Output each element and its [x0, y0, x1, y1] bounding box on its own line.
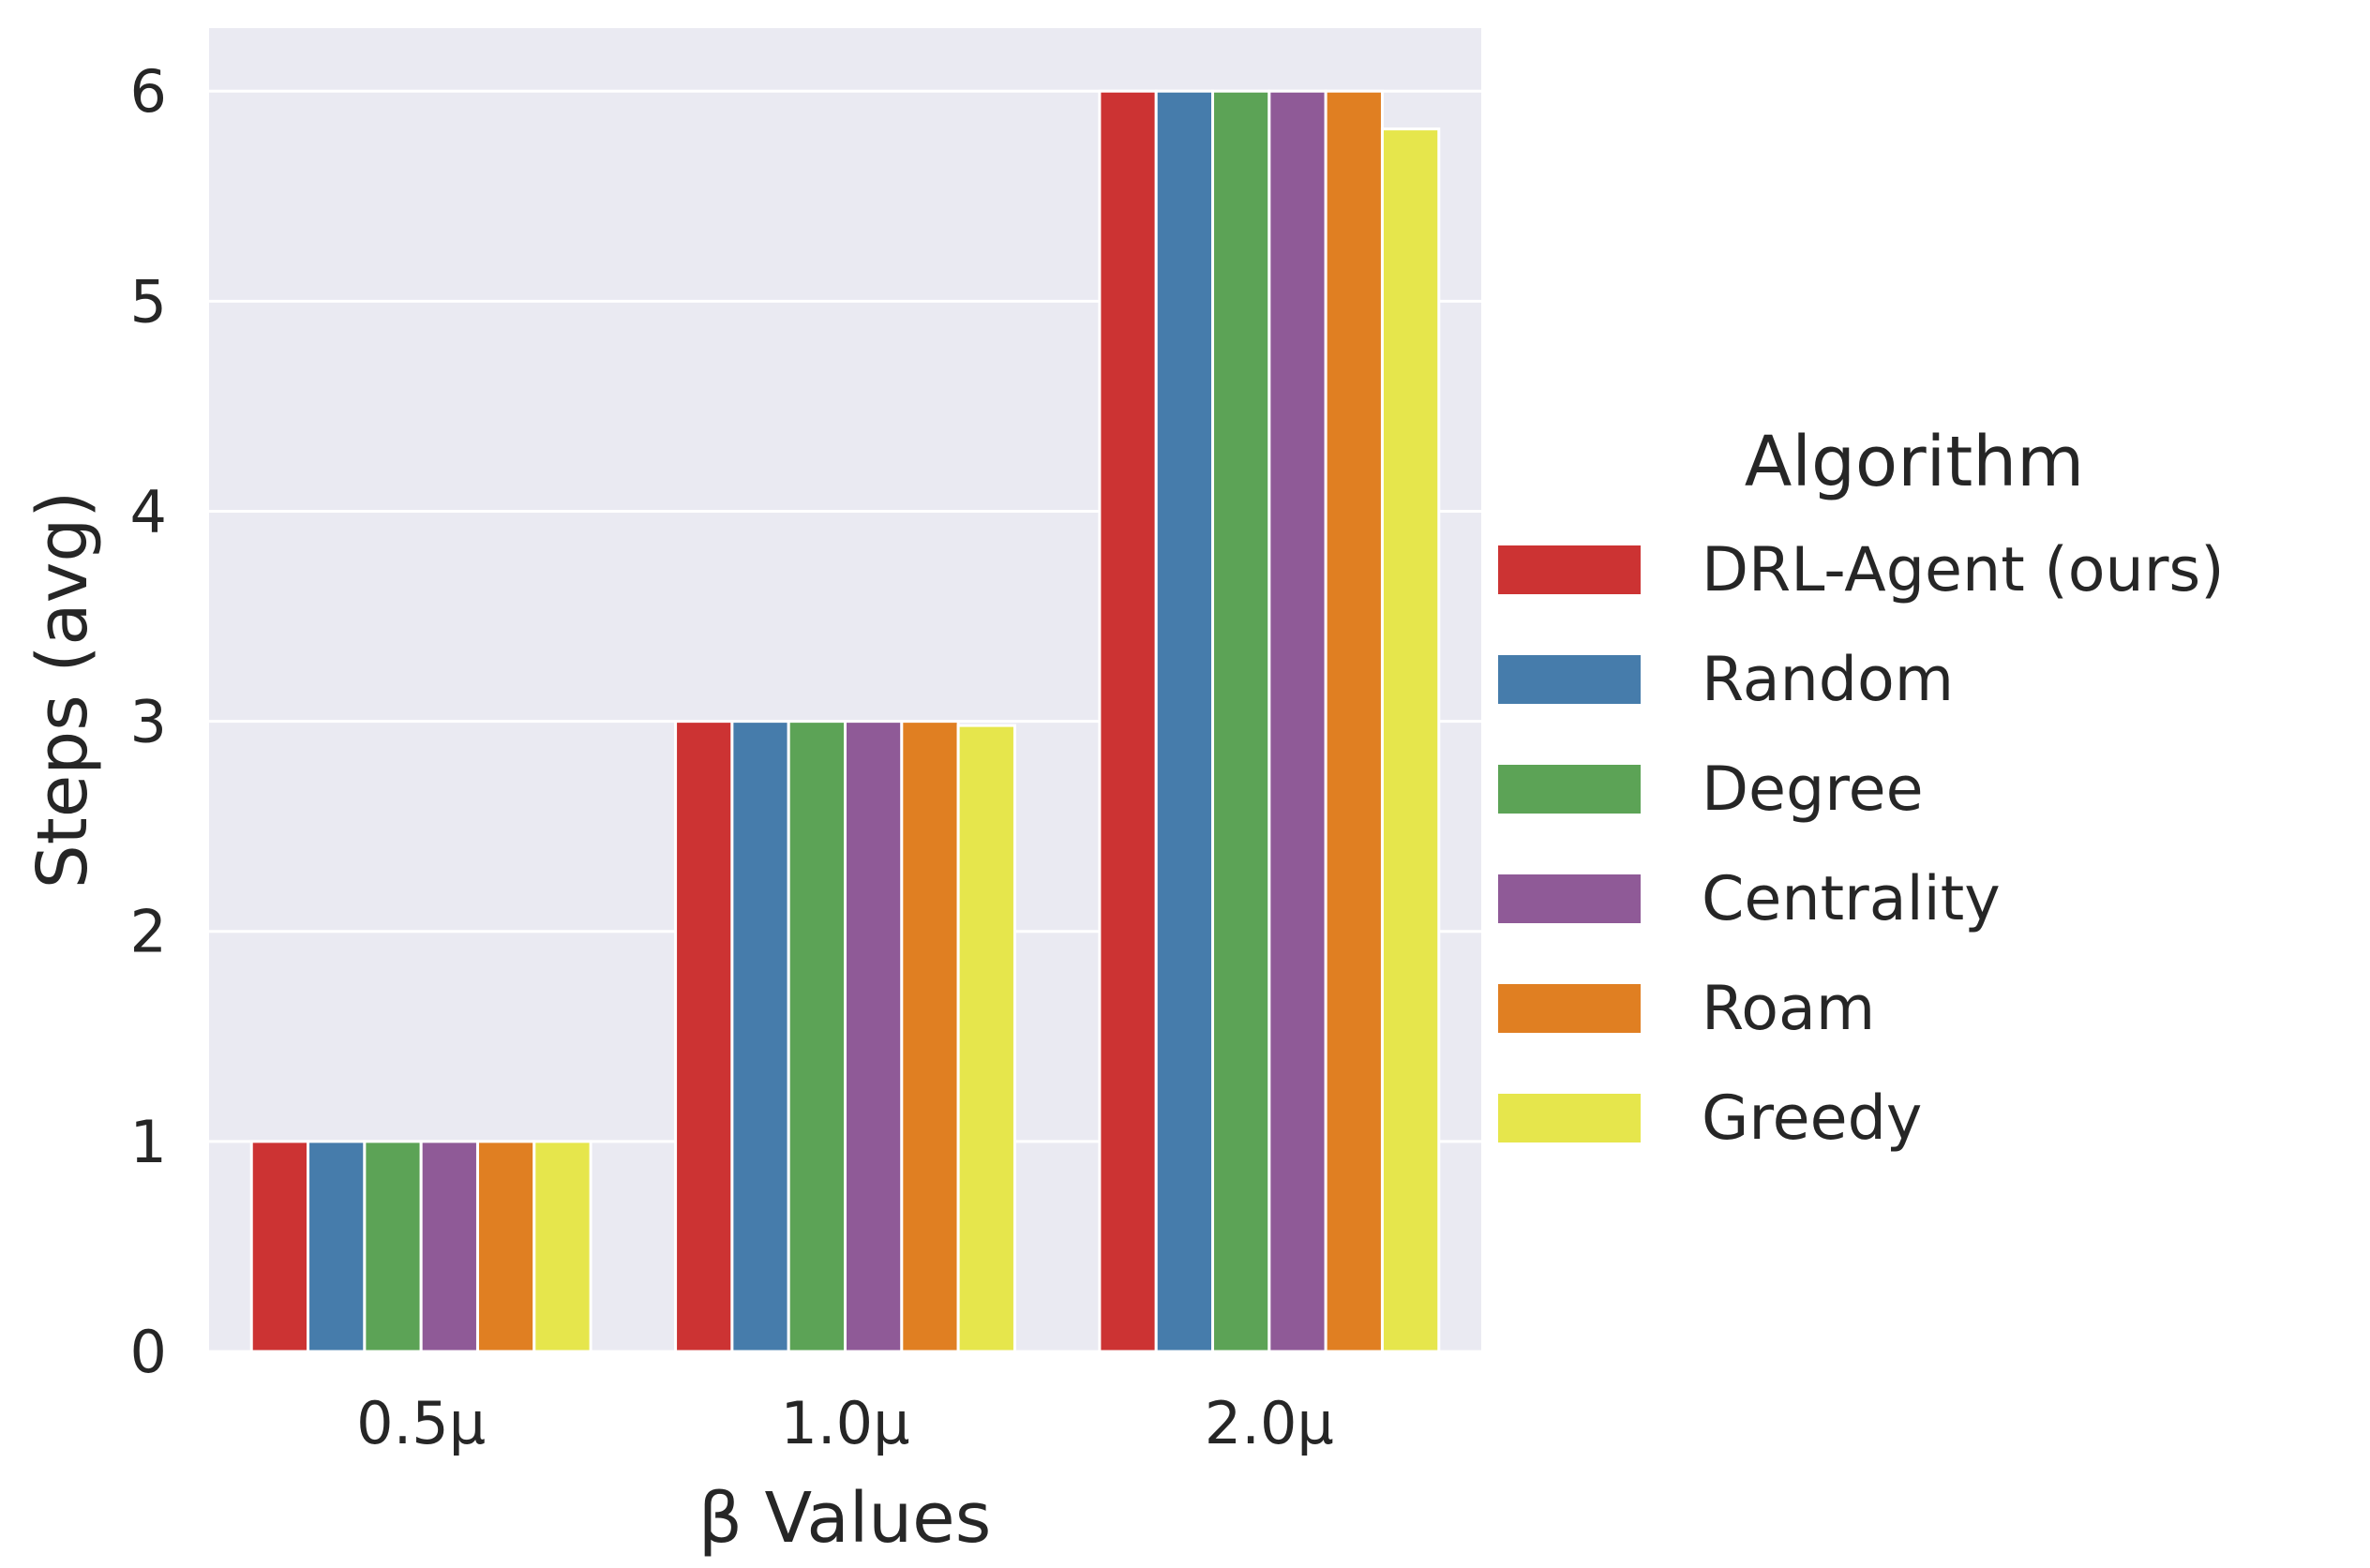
y-tick-label: 4	[130, 477, 167, 545]
legend-swatch	[1498, 655, 1641, 704]
bar	[1154, 89, 1215, 1353]
legend-title: Algorithm	[1745, 422, 2084, 502]
bar	[475, 1140, 536, 1353]
bar	[363, 1140, 423, 1353]
legend: Algorithm DRL-Agent (ours) Random Degree Ce…	[1498, 422, 2225, 1154]
bar	[1211, 89, 1271, 1353]
y-axis-label: Steps (avg)	[22, 491, 103, 889]
legend-label: Centrality	[1702, 864, 2001, 934]
legend-swatch	[1498, 545, 1641, 594]
legend-label: Degree	[1702, 754, 1924, 825]
x-tick-label: 2.0μ	[1205, 1389, 1334, 1457]
bars-group	[249, 89, 1441, 1353]
bar	[730, 720, 790, 1353]
legend-swatch	[1498, 984, 1641, 1033]
bar	[419, 1140, 479, 1353]
bar	[532, 1140, 592, 1353]
bar	[674, 720, 734, 1353]
legend-label: Random	[1702, 645, 1954, 715]
y-tick-label: 0	[130, 1318, 167, 1386]
bar	[787, 720, 848, 1353]
bar	[307, 1140, 367, 1353]
y-tick-label: 3	[130, 688, 167, 756]
legend-label: DRL-Agent (ours)	[1702, 535, 2225, 605]
bar	[900, 720, 960, 1353]
y-tick-labels: 0 1 2 3 4 5 6	[130, 57, 167, 1386]
legend-label: Roam	[1702, 974, 1875, 1044]
y-tick-label: 5	[130, 267, 167, 336]
bar	[1380, 127, 1441, 1353]
y-tick-label: 1	[130, 1108, 167, 1176]
bar	[1324, 89, 1384, 1353]
y-tick-label: 2	[130, 898, 167, 966]
y-tick-label: 6	[130, 57, 167, 126]
bar	[1098, 89, 1158, 1353]
legend-label: Greedy	[1702, 1083, 1922, 1154]
x-axis-label: β Values	[698, 1478, 992, 1559]
legend-swatch	[1498, 874, 1641, 923]
bar	[1268, 89, 1328, 1353]
legend-swatch	[1498, 1094, 1641, 1142]
bar	[956, 724, 1016, 1353]
bar	[249, 1140, 310, 1353]
x-tick-label: 0.5μ	[356, 1389, 486, 1457]
x-tick-labels: 0.5μ 1.0μ 2.0μ	[356, 1389, 1334, 1457]
legend-swatch	[1498, 765, 1641, 814]
x-tick-label: 1.0μ	[780, 1389, 909, 1457]
bar	[844, 720, 904, 1353]
